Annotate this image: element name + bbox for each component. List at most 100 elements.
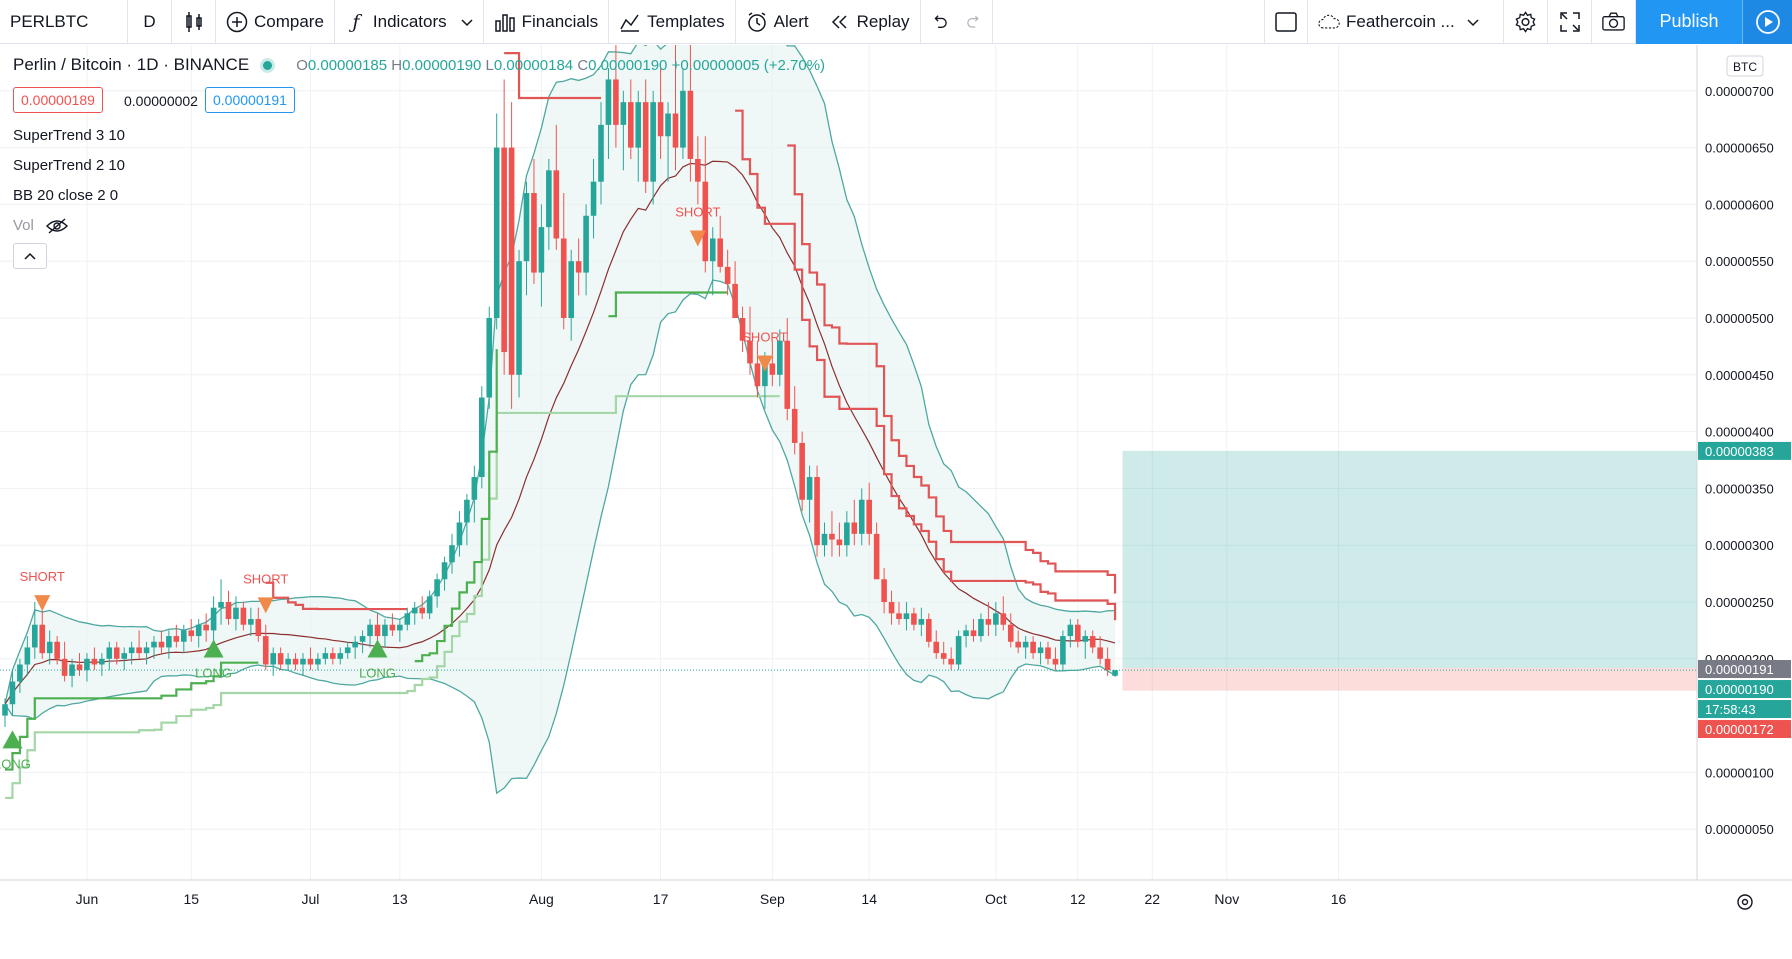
currency-badge[interactable] — [1726, 55, 1764, 77]
layout-select-button[interactable] — [1264, 0, 1308, 44]
templates-label: Templates — [647, 11, 725, 31]
chevron-down-icon[interactable] — [461, 12, 473, 32]
axis-settings-icon[interactable] — [1737, 894, 1753, 910]
compare-label: Compare — [254, 11, 324, 31]
supertrend-3-line — [787, 144, 1117, 594]
undo-button[interactable] — [921, 0, 957, 44]
candle-body — [508, 147, 515, 375]
indicators-button[interactable]: ƒ Indicators — [335, 0, 484, 44]
snapshot-button[interactable] — [1592, 0, 1636, 44]
financials-button[interactable]: Financials — [484, 0, 610, 44]
candle-body — [76, 664, 83, 671]
candle-body — [1045, 647, 1051, 659]
axis-settings-icon-center — [1741, 898, 1749, 906]
candle-body — [635, 102, 642, 148]
candle-body — [374, 624, 381, 637]
buy-price-button[interactable]: 0.00000191 — [205, 87, 295, 113]
candle-body — [1060, 636, 1066, 665]
candles-icon — [185, 11, 202, 32]
candle-body — [709, 238, 716, 262]
candle-body — [806, 477, 813, 500]
position-stop-zone — [1122, 667, 1697, 691]
candle-body — [896, 613, 902, 620]
time-tick-label: Aug — [529, 891, 554, 907]
candle-body — [538, 227, 545, 273]
chart-type-button[interactable] — [172, 0, 216, 44]
candle-body — [516, 261, 522, 375]
symbol-legend: Perlin / Bitcoin · 1D · BINANCE O0.00000… — [13, 55, 825, 75]
short-signal-label: SHORT — [243, 571, 288, 586]
candle-body — [17, 664, 23, 682]
publish-options-button[interactable] — [1742, 0, 1792, 44]
price-chart[interactable]: SHORT LONG LONG SHORT LONG SHORT SHORT 0.000000… — [0, 45, 1792, 959]
symbol-search-button[interactable]: PERLBTC — [0, 0, 128, 44]
fullscreen-button[interactable] — [1548, 0, 1592, 44]
supertrend-3-line — [5, 395, 780, 800]
price-tick-label: 0.00000350 — [1705, 481, 1774, 496]
financials-label: Financials — [521, 11, 599, 31]
indicator-supertrend-2[interactable]: SuperTrend 2 10 — [13, 157, 126, 174]
time-tick-label: Jun — [76, 891, 99, 907]
candle-body — [1022, 641, 1029, 648]
redo-icon — [966, 15, 979, 28]
ohlc-values: O0.00000185 H0.00000190 L0.00000184 C0.0… — [296, 57, 825, 74]
candle-body — [1082, 636, 1089, 642]
interval-button[interactable]: D — [128, 0, 172, 44]
candle-body — [903, 613, 910, 620]
templates-button[interactable]: Templates — [609, 0, 736, 44]
price-tick-label: 0.00000250 — [1705, 595, 1774, 610]
candle-body — [642, 102, 649, 182]
candle-body — [829, 533, 835, 540]
alert-button[interactable]: Alert — [736, 0, 819, 44]
replay-button[interactable]: Replay — [819, 0, 921, 44]
candle-body — [1000, 613, 1007, 625]
candle-body — [799, 442, 805, 500]
sell-price-button[interactable]: 0.00000189 — [13, 87, 103, 113]
long-signal-label: LONG — [195, 665, 232, 680]
candle-body — [315, 658, 321, 665]
candle-body — [46, 641, 53, 654]
publish-button[interactable]: Publish — [1636, 0, 1742, 44]
plot-area[interactable]: SHORT LONG LONG SHORT LONG SHORT SHORT — [0, 45, 1697, 800]
candle-body — [985, 619, 992, 625]
time-axis-bg[interactable] — [0, 880, 1792, 959]
indicator-vol[interactable]: Vol — [13, 217, 68, 234]
candle-body — [680, 90, 686, 148]
candle-body — [762, 363, 768, 387]
price-axis-bg[interactable] — [1697, 45, 1792, 959]
short-signal-label: SHORT — [742, 329, 787, 344]
price-label-text: 0.00000172 — [1705, 722, 1774, 737]
legend-title[interactable]: Perlin / Bitcoin · 1D · BINANCE — [13, 55, 250, 74]
candle-body — [657, 102, 664, 137]
collapse-legend-button[interactable] — [13, 243, 47, 269]
price-tick-label: 0.00000550 — [1705, 254, 1774, 269]
indicator-supertrend-3[interactable]: SuperTrend 3 10 — [13, 127, 126, 144]
chevron-down-icon[interactable] — [1467, 12, 1479, 32]
candle-body — [687, 90, 694, 159]
short-signal-label: SHORT — [20, 569, 65, 584]
compare-button[interactable]: Compare — [216, 0, 335, 44]
candle-body — [970, 630, 977, 637]
layout-name-button[interactable]: Feathercoin ... — [1308, 0, 1504, 44]
gear-icon — [1515, 10, 1536, 33]
candle-body — [702, 181, 709, 262]
candle-body — [672, 113, 679, 148]
candle-body — [777, 340, 783, 375]
candle-body — [471, 477, 478, 500]
price-label-tag — [1698, 720, 1791, 739]
candle-body — [382, 624, 388, 637]
candle-body — [158, 641, 165, 648]
candle-body — [188, 630, 195, 637]
settings-button[interactable] — [1504, 0, 1548, 44]
candle-body — [605, 79, 612, 125]
candle-body — [389, 624, 396, 631]
supertrend-2-line — [608, 291, 728, 318]
indicator-bb[interactable]: BB 20 close 2 0 — [13, 187, 119, 204]
candle-body — [546, 170, 552, 228]
redo-button[interactable] — [957, 0, 993, 44]
candle-body — [181, 630, 187, 642]
price-tick-label: 0.00000500 — [1705, 311, 1774, 326]
alarm-clock-icon — [746, 11, 768, 33]
low-value: 0.00000184 — [493, 56, 574, 74]
hidden-eye-icon[interactable] — [45, 217, 68, 234]
